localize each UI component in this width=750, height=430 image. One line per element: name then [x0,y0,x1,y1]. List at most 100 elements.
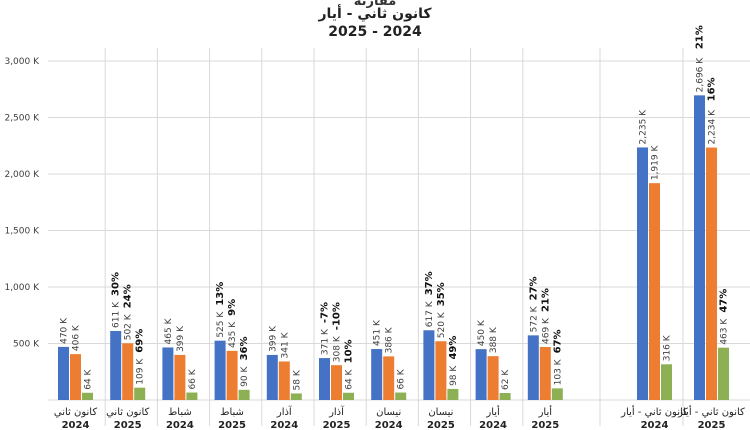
data-label: 66 K [397,368,407,389]
bar [226,350,238,400]
bar [423,330,435,400]
percent-change-label: 36% [239,336,250,360]
data-label: 2,696 K [696,57,706,93]
data-label: 399 K [176,325,186,352]
bar [551,388,563,400]
data-label: 386 K [385,326,395,353]
data-label: 611 K [112,301,122,328]
data-label: 58 K [292,369,302,390]
bar [214,340,226,400]
percent-change-label: 27% [528,276,539,300]
x-tick-year: 2024 [641,420,669,430]
percent-change-label: 24% [123,284,134,308]
bar [110,330,122,400]
x-tick-label: آذار [328,405,345,418]
x-tick-label: كانون ثاني - أيار [620,405,688,418]
data-label: 308 K [333,335,343,362]
data-label: 465 K [164,317,174,344]
percent-change-label: 67% [552,329,563,353]
data-label: 64 K [84,368,94,389]
x-tick-label: آذار [276,405,293,418]
data-label: 388 K [489,326,499,353]
percent-change-label: -10% [332,302,343,330]
x-tick-year: 2024 [479,420,507,430]
data-label: 1,919 K [651,145,661,181]
bar [447,388,459,400]
data-label: 341 K [280,331,290,358]
bar [290,393,302,400]
bar [539,347,551,400]
x-tick-label: كانون ثاني - أيار [677,405,745,418]
data-label: 502 K [124,313,134,340]
bar [395,392,407,400]
bar [238,389,250,400]
data-label: 90 K [240,366,250,387]
bar [278,361,290,400]
percent-change-label: 10% [344,339,355,363]
chart-title-top: مقارنة [353,0,397,9]
bar [383,356,395,400]
bar [435,341,447,400]
data-label: 66 K [188,368,198,389]
data-label: 2,235 K [639,109,649,145]
x-tick-label: نيسان [428,407,453,418]
x-tick-label: شباط [220,407,244,418]
x-tick-year: 2025 [427,420,455,430]
percent-change-label: 49% [448,336,459,360]
percent-change-label: 35% [436,282,447,306]
x-tick-label: أيار [485,405,500,418]
data-label: 2,234 K [708,109,718,145]
x-tick-year: 2024 [62,420,90,430]
bar [487,356,499,400]
data-label: 316 K [663,334,673,361]
percent-change-label: 47% [719,289,730,313]
x-tick-year: 2025 [218,420,246,430]
percent-change-label: 9% [227,299,238,316]
y-tick-label: 1,000 K [4,283,40,293]
percent-change-label: 30% [111,272,122,296]
bar [343,392,354,400]
bar [661,364,672,400]
bar [706,147,717,400]
data-label: 98 K [449,365,459,386]
bar [694,95,705,401]
x-tick-year: 2024 [270,420,298,430]
bar [186,392,198,400]
data-label: 103 K [553,358,563,385]
bar [134,387,146,400]
bar [70,354,81,400]
data-label: 451 K [373,319,383,346]
x-tick-label: شباط [168,407,192,418]
bar [371,349,383,400]
bar [58,346,69,400]
percent-change-label: 21% [695,25,706,49]
percent-change-label: 69% [135,329,146,353]
x-tick-year: 2025 [698,420,726,430]
y-tick-label: 1,500 K [4,227,40,237]
data-label: 371 K [321,328,331,355]
bar [499,392,511,400]
x-tick-year: 2025 [323,420,351,430]
percent-change-label: -7% [320,302,331,323]
percent-change-label: 13% [215,282,226,306]
data-label: 64 K [345,368,355,389]
y-tick-label: 500 K [13,340,40,350]
chart-title: كانون ثاني - أيار [318,6,432,22]
bar [475,349,487,400]
data-label: 470 K [60,317,70,344]
bar [319,358,330,400]
bar [122,343,134,400]
x-tick-year: 2025 [531,420,559,430]
y-tick-label: 2,500 K [4,114,40,124]
data-label: 109 K [136,358,146,385]
data-label: 406 K [72,324,82,351]
percent-change-label: 37% [424,271,435,295]
y-tick-label: 3,000 K [4,57,40,67]
data-label: 617 K [425,300,435,327]
data-label: 525 K [216,311,226,338]
data-label: 399 K [268,325,278,352]
bar [649,183,660,400]
data-label: 520 K [437,311,447,338]
chart-subtitle: 2025 - 2024 [328,24,422,40]
bar [527,335,539,400]
